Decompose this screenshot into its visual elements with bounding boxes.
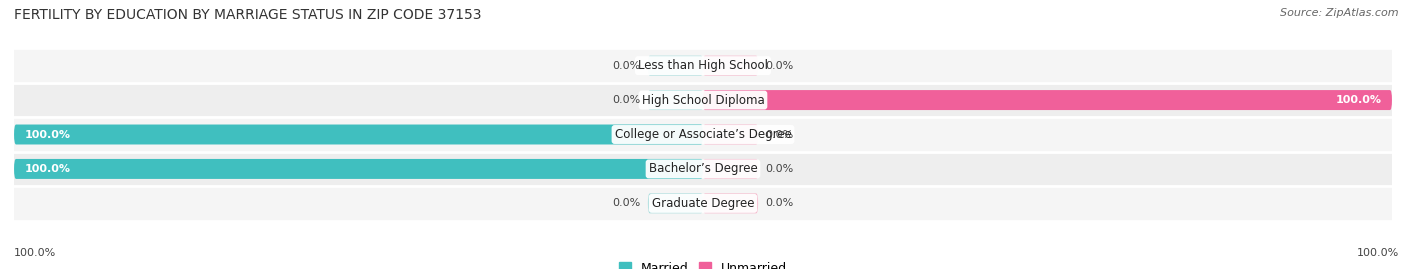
FancyBboxPatch shape	[14, 159, 703, 179]
FancyBboxPatch shape	[648, 90, 703, 110]
Text: 100.0%: 100.0%	[1336, 95, 1382, 105]
Text: FERTILITY BY EDUCATION BY MARRIAGE STATUS IN ZIP CODE 37153: FERTILITY BY EDUCATION BY MARRIAGE STATU…	[14, 8, 482, 22]
FancyBboxPatch shape	[648, 56, 703, 76]
Text: Graduate Degree: Graduate Degree	[652, 197, 754, 210]
Text: 100.0%: 100.0%	[24, 129, 70, 140]
Text: 0.0%: 0.0%	[613, 198, 641, 208]
FancyBboxPatch shape	[703, 159, 758, 179]
FancyBboxPatch shape	[648, 193, 703, 213]
Text: Source: ZipAtlas.com: Source: ZipAtlas.com	[1281, 8, 1399, 18]
Bar	[14, 186, 1392, 221]
Text: 0.0%: 0.0%	[765, 198, 793, 208]
Text: Bachelor’s Degree: Bachelor’s Degree	[648, 162, 758, 175]
Text: 0.0%: 0.0%	[613, 61, 641, 71]
Bar	[14, 152, 1392, 186]
FancyBboxPatch shape	[703, 193, 758, 213]
Text: 100.0%: 100.0%	[14, 248, 56, 258]
FancyBboxPatch shape	[703, 125, 758, 144]
FancyBboxPatch shape	[14, 125, 703, 144]
Bar	[14, 83, 1392, 117]
Text: 0.0%: 0.0%	[613, 95, 641, 105]
Text: Less than High School: Less than High School	[638, 59, 768, 72]
FancyBboxPatch shape	[703, 90, 1392, 110]
Text: 0.0%: 0.0%	[765, 61, 793, 71]
Text: 100.0%: 100.0%	[1357, 248, 1399, 258]
Text: 0.0%: 0.0%	[765, 164, 793, 174]
Text: 0.0%: 0.0%	[765, 129, 793, 140]
Text: High School Diploma: High School Diploma	[641, 94, 765, 107]
Legend: Married, Unmarried: Married, Unmarried	[613, 257, 793, 269]
Bar	[14, 117, 1392, 152]
FancyBboxPatch shape	[703, 56, 758, 76]
Text: 100.0%: 100.0%	[24, 164, 70, 174]
Bar	[14, 48, 1392, 83]
Text: College or Associate’s Degree: College or Associate’s Degree	[614, 128, 792, 141]
